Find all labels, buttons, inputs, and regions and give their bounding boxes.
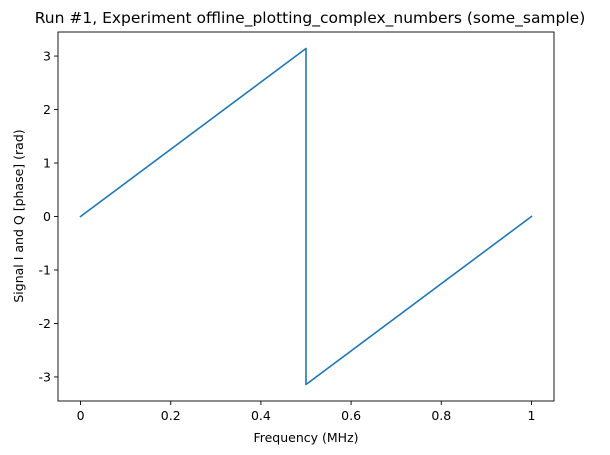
x-tick-label: 0.6 — [341, 408, 361, 423]
y-tick-label: 2 — [43, 102, 51, 117]
x-axis-label: Frequency (MHz) — [253, 430, 358, 445]
y-tick-label: 3 — [43, 49, 51, 64]
plot-area: 0 0.2 0.4 0.6 0.8 1 3 2 1 0 -1 -2 -3 — [39, 31, 555, 423]
y-tick-label: -2 — [39, 316, 51, 331]
y-tick-label: -1 — [39, 262, 51, 277]
series-line-0 — [79, 47, 533, 386]
y-axis-ticks: 3 2 1 0 -1 -2 -3 — [39, 49, 58, 384]
series-layer — [79, 47, 533, 386]
x-tick-label: 0.2 — [161, 408, 181, 423]
y-tick-label: -3 — [39, 369, 51, 384]
x-tick-label: 0.4 — [251, 408, 271, 423]
y-axis-label: Signal I and Q [phase] (rad) — [11, 129, 26, 302]
x-axis-ticks: 0 0.2 0.4 0.6 0.8 1 — [77, 401, 535, 423]
chart-title: Run #1, Experiment offline_plotting_comp… — [35, 9, 586, 28]
x-tick-label: 1 — [527, 408, 535, 423]
x-tick-label: 0.8 — [431, 408, 451, 423]
y-tick-label: 0 — [43, 209, 51, 224]
y-tick-label: 1 — [43, 156, 51, 171]
x-tick-label: 0 — [77, 408, 85, 423]
